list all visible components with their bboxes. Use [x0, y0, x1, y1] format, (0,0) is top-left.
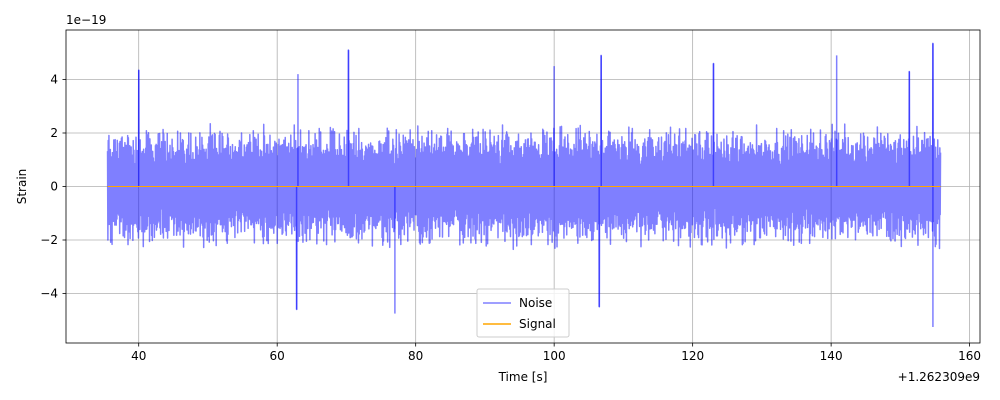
y-tick-label: 0: [50, 180, 58, 194]
y-tick-label: 4: [50, 72, 58, 86]
x-tick-label: 140: [820, 349, 843, 363]
legend: Noise Signal: [476, 288, 570, 338]
series-layer: [106, 42, 942, 327]
series-noise-line: [106, 42, 942, 311]
legend-label-noise: Noise: [519, 296, 552, 310]
ticks: 40 60 80 100 120 140 160 −4 −2 0 2 4: [40, 72, 981, 363]
y-tick-label: 2: [50, 126, 58, 140]
x-axis-label: Time [s]: [498, 370, 548, 384]
y-scale-label: 1e−19: [66, 13, 106, 27]
x-tick-label: 40: [131, 349, 146, 363]
x-tick-label: 80: [408, 349, 423, 363]
y-axis-label: Strain: [15, 169, 29, 205]
x-offset-label: +1.262309e9: [898, 370, 980, 384]
x-tick-label: 120: [681, 349, 704, 363]
x-tick-label: 60: [270, 349, 285, 363]
x-tick-label: 100: [543, 349, 566, 363]
y-tick-label: −2: [40, 233, 58, 247]
legend-box: [476, 288, 570, 338]
y-tick-label: −4: [40, 287, 58, 301]
legend-label-signal: Signal: [519, 317, 556, 331]
x-tick-label: 160: [958, 349, 981, 363]
